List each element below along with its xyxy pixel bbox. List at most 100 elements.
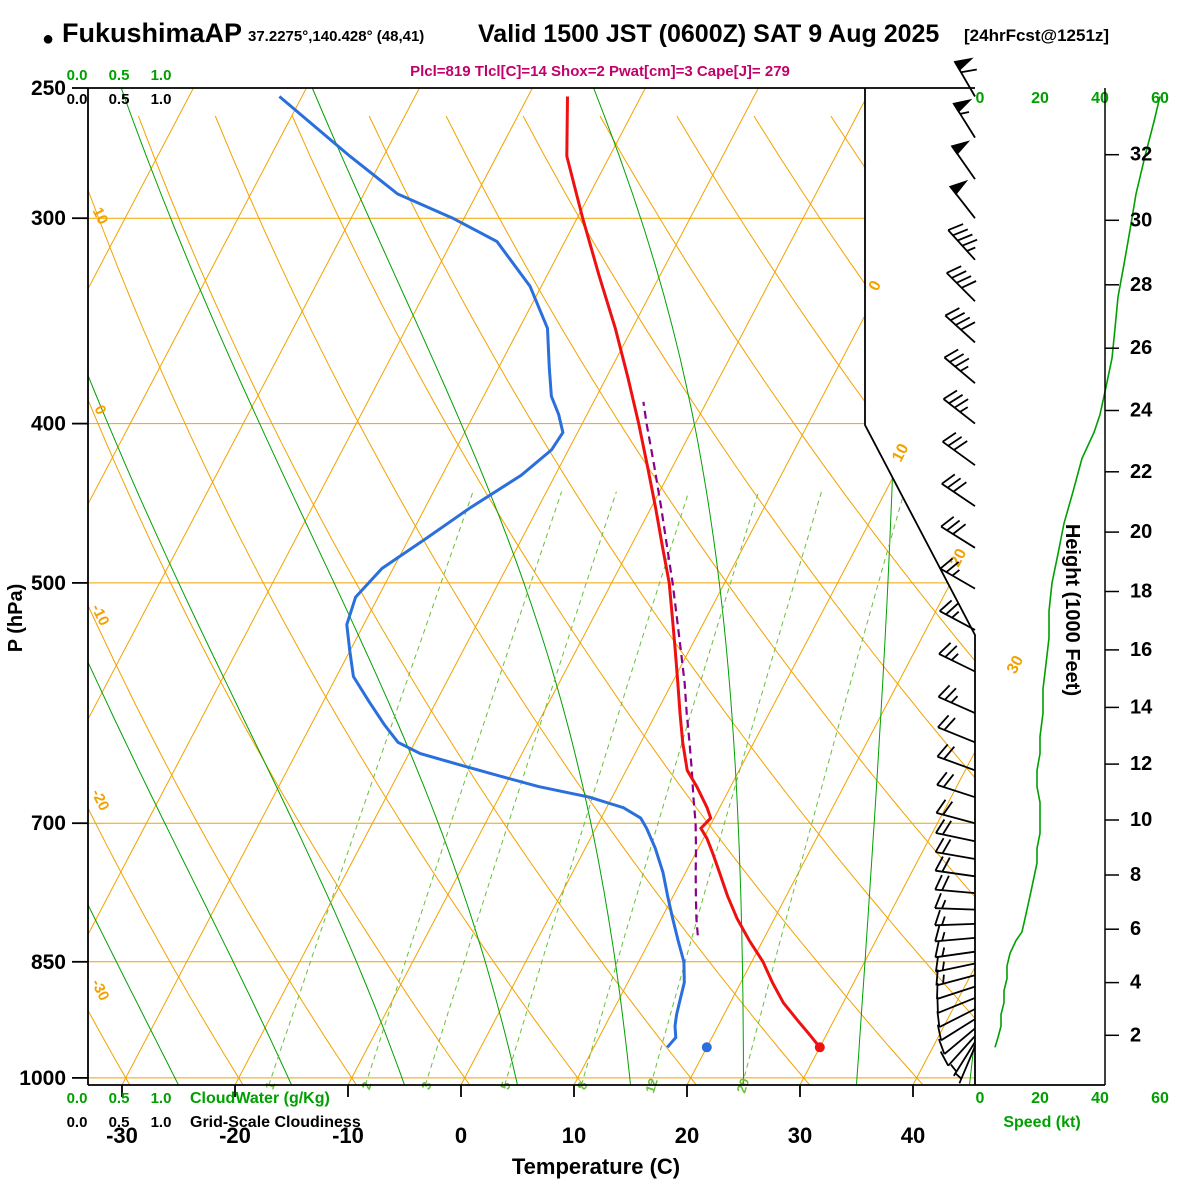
svg-text:0: 0 — [866, 278, 885, 294]
wind-barb-column — [934, 57, 978, 1084]
svg-text:12: 12 — [1130, 753, 1152, 775]
wind-barb — [936, 996, 976, 1014]
svg-text:-20: -20 — [88, 787, 113, 814]
svg-text:0.5: 0.5 — [109, 67, 130, 84]
mixing-ratio-lines — [268, 491, 905, 1085]
wind-barb — [938, 642, 976, 673]
svg-text:500: 500 — [31, 572, 66, 595]
forecast-tag: [24hrFcst@1251z] — [964, 26, 1110, 45]
sounding-curves — [278, 95, 821, 1049]
svg-text:-30: -30 — [88, 977, 113, 1004]
wind-barb — [952, 98, 976, 139]
wind-barb — [939, 1035, 976, 1067]
svg-text:1.0: 1.0 — [151, 1090, 172, 1107]
svg-text:20: 20 — [675, 1123, 699, 1148]
wind-barb — [934, 856, 976, 878]
svg-text:18: 18 — [1130, 581, 1152, 603]
svg-text:0.0: 0.0 — [67, 91, 88, 108]
wind-barb — [934, 892, 976, 911]
svg-text:40: 40 — [1091, 90, 1109, 107]
speed-curve — [994, 96, 1161, 1048]
svg-text:22: 22 — [1130, 461, 1152, 483]
wind-barb — [953, 57, 977, 97]
wind-barb — [934, 941, 976, 959]
wind-barb — [935, 969, 976, 987]
wind-barb — [936, 1008, 976, 1028]
surface-dewpoint-dot — [701, 1042, 712, 1053]
svg-text:-30: -30 — [106, 1123, 138, 1148]
svg-text:0.5: 0.5 — [109, 91, 130, 108]
wind-barb — [934, 837, 976, 860]
svg-text:850: 850 — [31, 951, 66, 974]
cloudwater-legend-label: CloudWater (g/Kg) — [190, 1090, 330, 1107]
svg-text:30: 30 — [1004, 653, 1027, 677]
svg-text:-10: -10 — [88, 602, 113, 629]
axis-titles: P (hPa) Temperature (C) Height (1000 Fee… — [5, 524, 1083, 1179]
svg-text:24: 24 — [1130, 400, 1153, 422]
temperature-axis: -30 -20 -10 0 10 20 30 40 — [106, 1085, 925, 1148]
wind-barb — [936, 771, 976, 799]
dry-adiabats — [88, 115, 975, 1085]
wind-barb — [939, 599, 976, 631]
wind-barb — [939, 557, 976, 590]
svg-text:40: 40 — [1091, 1090, 1109, 1107]
svg-text:1.0: 1.0 — [151, 1114, 172, 1131]
svg-text:8: 8 — [1130, 864, 1141, 886]
svg-text:700: 700 — [31, 812, 66, 835]
wind-barb — [935, 799, 976, 825]
wind-barb — [934, 909, 976, 927]
wind-barb — [944, 307, 976, 344]
wind-barb — [947, 223, 978, 261]
svg-text:1000: 1000 — [19, 1067, 66, 1090]
station-coords: 37.2275°,140.428° (48,41) — [248, 28, 425, 45]
svg-text:0: 0 — [91, 403, 110, 418]
svg-text:60: 60 — [1151, 90, 1169, 107]
wind-barb — [950, 140, 976, 180]
cloud-scales: 0.0 0.0 0.0 0.0 0.5 0.5 0.5 0.5 1.0 1.0 1.0 1.0 — [67, 67, 172, 1131]
svg-text:0.0: 0.0 — [67, 1114, 88, 1131]
wind-barb — [942, 432, 976, 466]
svg-text:0.5: 0.5 — [109, 1114, 130, 1131]
wind-barb — [937, 714, 976, 744]
plot-borders — [87, 87, 1105, 1086]
svg-text:10: 10 — [889, 441, 912, 465]
svg-text:32: 32 — [1130, 144, 1152, 166]
station-name: FukushimaAP — [62, 18, 243, 48]
stability-params-line: Plcl=819 Tlcl[C]=14 Shox=2 Pwat[cm]=3 Ca… — [410, 63, 790, 80]
svg-text:-20: -20 — [219, 1123, 251, 1148]
pressure-gridlines — [88, 88, 975, 1079]
svg-text:0: 0 — [455, 1123, 467, 1148]
dewpoint-curve — [278, 95, 686, 1049]
wind-barb — [936, 1018, 976, 1042]
pressure-axis-label: P (hPa) — [5, 584, 27, 653]
wind-barb — [940, 516, 976, 549]
moist-adiabats — [88, 88, 975, 1085]
valid-time: Valid 1500 JST (0600Z) SAT 9 Aug 2025 — [478, 20, 940, 48]
svg-text:0: 0 — [976, 1090, 985, 1107]
svg-text:1.0: 1.0 — [151, 91, 172, 108]
parcel-curve — [642, 401, 699, 936]
wind-barb — [946, 265, 977, 302]
wind-barb — [936, 743, 976, 772]
svg-text:400: 400 — [31, 413, 66, 436]
wind-barb — [938, 1027, 976, 1055]
wind-barb — [942, 389, 976, 425]
grid-layer — [88, 88, 975, 1085]
wind-barb — [935, 955, 976, 973]
svg-text:0.5: 0.5 — [109, 1090, 130, 1107]
svg-text:20: 20 — [947, 546, 970, 570]
svg-text:4: 4 — [1130, 972, 1142, 994]
svg-text:20: 20 — [1130, 521, 1152, 543]
svg-text:20: 20 — [1031, 1090, 1049, 1107]
svg-text:-10: -10 — [332, 1123, 364, 1148]
chart-painted-layer: 1 2 3 5 8 12 200102030100-10-20-30002020404060… — [19, 57, 1169, 1148]
speed-axis-label: Speed (kt) — [1003, 1114, 1080, 1131]
svg-text:40: 40 — [901, 1123, 925, 1148]
svg-text:6: 6 — [1130, 918, 1141, 940]
wind-barb — [937, 684, 976, 714]
svg-text:28: 28 — [1130, 274, 1152, 296]
surface-temp-dot — [814, 1042, 825, 1053]
svg-text:2: 2 — [1130, 1024, 1141, 1046]
